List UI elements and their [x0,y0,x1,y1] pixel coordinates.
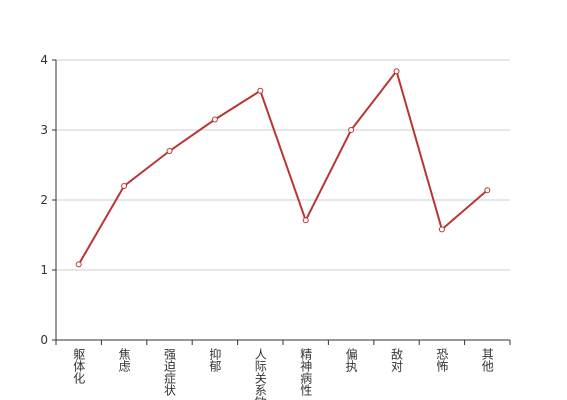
x-tick-label: 人际关系敏感 [253,348,267,400]
x-tick-label: 强迫症状 [163,348,177,396]
x-tick-label: 敌对 [390,347,404,372]
point [121,183,128,189]
point [166,148,173,154]
y-tick-label: 0 [40,333,48,347]
y-tick-label: 4 [40,53,48,67]
x-tick-label: 躯体化 [72,347,86,385]
line [77,69,488,265]
x-tick-label: 其他 [480,348,494,372]
y-tick-label: 1 [40,263,48,277]
y-tick-label: 3 [40,123,48,137]
point [393,68,400,75]
x-tick-label: 偏执 [344,347,358,373]
x-tick-label: 抑郁 [208,347,222,373]
x-tick-label: 精神病性 [299,348,313,397]
point [257,87,264,94]
point [348,127,355,133]
point [484,187,491,194]
x-tick-label: 恐怖 [435,348,449,372]
point [75,261,82,268]
point [438,226,445,233]
x-tick-label: 焦虑 [117,348,131,372]
point [302,217,309,224]
y-tick-label: 2 [40,193,48,207]
point [211,116,218,123]
